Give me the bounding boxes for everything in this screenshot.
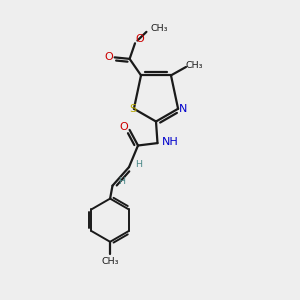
Text: CH₃: CH₃ [151,24,168,33]
Text: H: H [118,177,125,186]
Text: S: S [129,104,136,114]
Text: CH₃: CH₃ [186,61,203,70]
Text: NH: NH [162,136,178,147]
Text: CH₃: CH₃ [101,256,119,266]
Text: O: O [119,122,128,132]
Text: O: O [135,34,144,44]
Text: O: O [104,52,113,62]
Text: N: N [179,104,187,114]
Text: H: H [135,160,142,169]
